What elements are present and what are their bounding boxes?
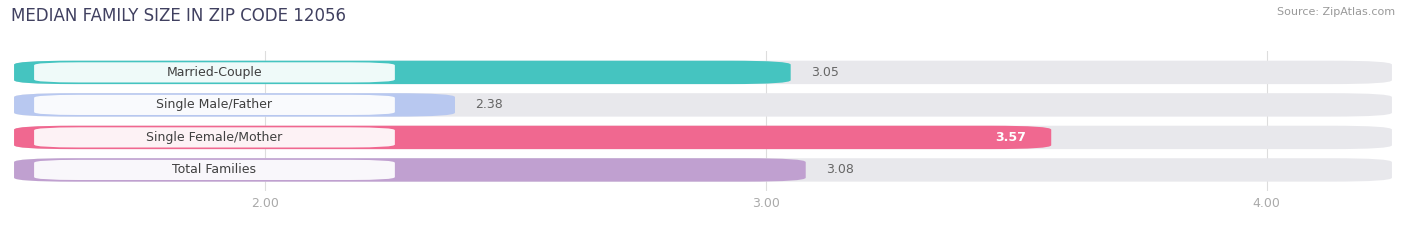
Text: MEDIAN FAMILY SIZE IN ZIP CODE 12056: MEDIAN FAMILY SIZE IN ZIP CODE 12056: [11, 7, 346, 25]
FancyBboxPatch shape: [14, 93, 1392, 116]
Text: 2.38: 2.38: [475, 98, 503, 111]
Text: Total Families: Total Families: [173, 163, 256, 176]
Text: 3.05: 3.05: [811, 66, 838, 79]
FancyBboxPatch shape: [14, 126, 1392, 149]
FancyBboxPatch shape: [14, 93, 456, 116]
Text: Source: ZipAtlas.com: Source: ZipAtlas.com: [1277, 7, 1395, 17]
FancyBboxPatch shape: [34, 95, 395, 115]
FancyBboxPatch shape: [14, 126, 1052, 149]
Text: 3.08: 3.08: [825, 163, 853, 176]
Text: Single Male/Father: Single Male/Father: [156, 98, 273, 111]
Text: Single Female/Mother: Single Female/Mother: [146, 131, 283, 144]
FancyBboxPatch shape: [14, 61, 1392, 84]
FancyBboxPatch shape: [34, 62, 395, 82]
FancyBboxPatch shape: [14, 158, 1392, 182]
FancyBboxPatch shape: [34, 160, 395, 180]
Text: 3.57: 3.57: [995, 131, 1026, 144]
Text: Married-Couple: Married-Couple: [167, 66, 263, 79]
FancyBboxPatch shape: [14, 61, 790, 84]
FancyBboxPatch shape: [14, 158, 806, 182]
FancyBboxPatch shape: [34, 127, 395, 147]
